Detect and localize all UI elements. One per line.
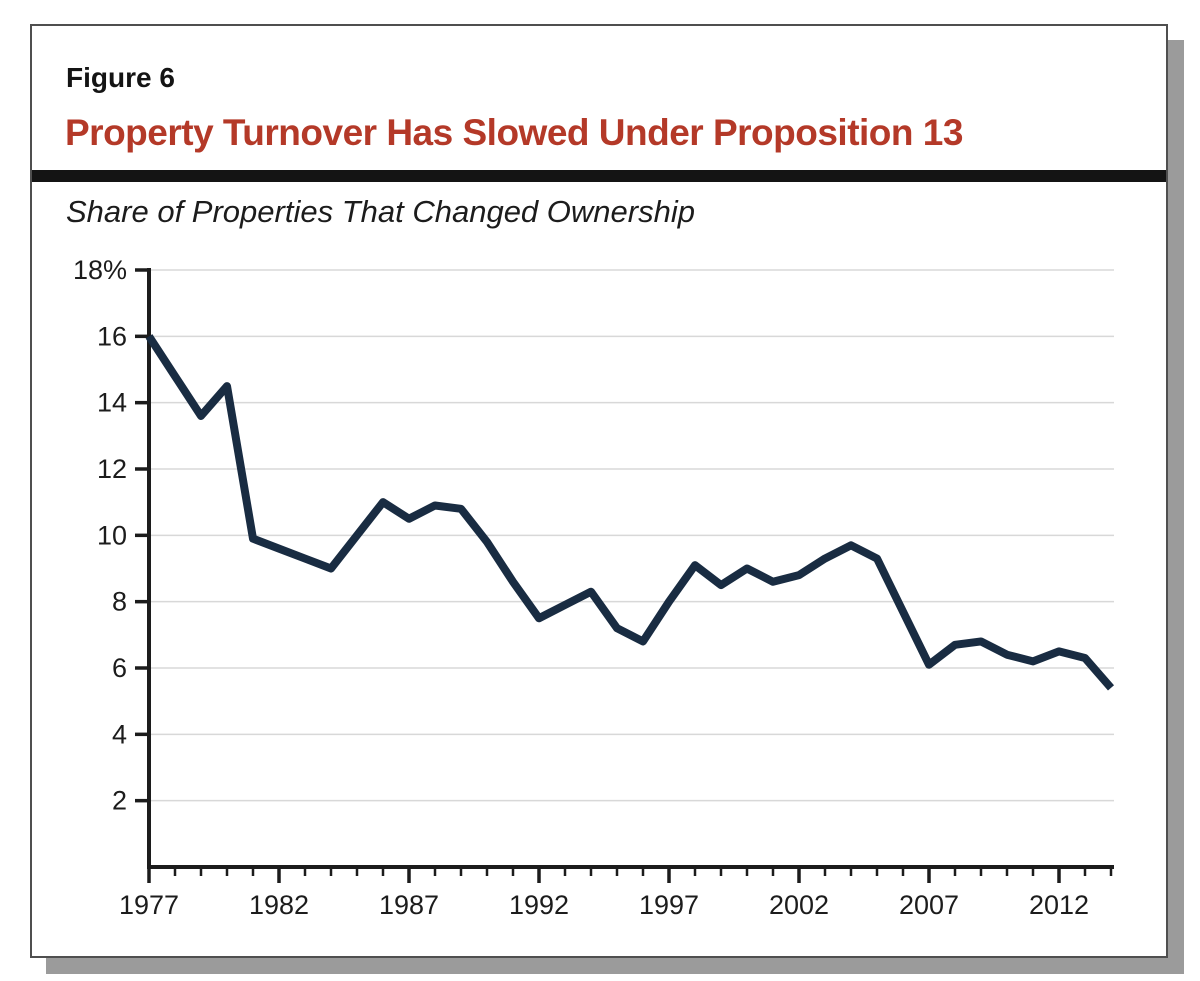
x-axis-label: 1987 <box>379 890 439 920</box>
chart-svg: 18% 16 14 12 10 8 6 4 2 1977 1982 1987 1992 1997 2002 2… <box>73 255 1115 920</box>
y-axis-label: 10 <box>97 520 127 550</box>
data-line <box>145 334 1115 691</box>
figure-title: Property Turnover Has Slowed Under Propo… <box>65 112 963 153</box>
x-axis-label: 2012 <box>1029 890 1089 920</box>
x-axis-label: 1982 <box>249 890 309 920</box>
x-axis-label: 1977 <box>119 890 179 920</box>
figure-number-label: Figure 6 <box>66 62 175 93</box>
x-axis-label: 2002 <box>769 890 829 920</box>
y-axis-label: 4 <box>112 719 127 749</box>
y-axis-label: 18% <box>73 255 127 285</box>
figure-subtitle: Share of Properties That Changed Ownersh… <box>66 194 695 229</box>
figure-box: Figure 6 Property Turnover Has Slowed Un… <box>30 24 1168 958</box>
y-axis-label: 8 <box>112 587 127 617</box>
y-axis-label: 14 <box>97 388 127 418</box>
x-axis-label: 2007 <box>899 890 959 920</box>
x-axis-label: 1997 <box>639 890 699 920</box>
x-axis-label: 1992 <box>509 890 569 920</box>
title-divider-bar <box>32 170 1166 182</box>
y-axis-label: 2 <box>112 786 127 816</box>
y-axis-label: 16 <box>97 321 127 351</box>
y-axis-label: 12 <box>97 454 127 484</box>
y-axis-label: 6 <box>112 653 127 683</box>
